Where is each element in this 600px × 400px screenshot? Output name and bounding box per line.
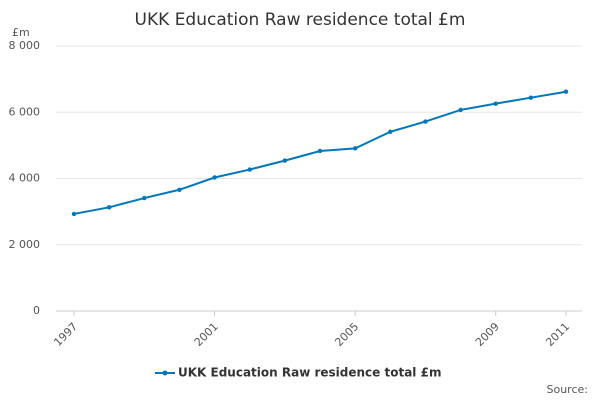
point: [177, 187, 182, 192]
y-tick-label: 2 000: [9, 238, 41, 251]
y-tick-label: 4 000: [9, 172, 41, 185]
point: [71, 211, 77, 217]
point: [352, 146, 358, 151]
x-tick-label: 1997: [51, 320, 80, 349]
x-tick-label: 2001: [192, 320, 221, 349]
x-tick-label: 2011: [543, 320, 572, 349]
y-tick-label: 6 000: [9, 105, 41, 118]
legend-label: UKK Education Raw residence total £m: [178, 366, 441, 380]
y-tick-label: 0: [33, 304, 40, 317]
point: [528, 95, 534, 100]
point: [423, 119, 428, 124]
point: [388, 129, 393, 134]
point: [282, 158, 288, 163]
point: [247, 167, 252, 172]
point: [212, 175, 217, 180]
point: [106, 205, 112, 210]
source: Source:: [547, 383, 589, 396]
point: [458, 107, 463, 113]
x-tick-label: 2009: [473, 320, 502, 349]
y-unit: £m: [12, 26, 30, 39]
chart-title: UKK Education Raw residence total £m: [135, 10, 466, 30]
point: [142, 195, 147, 201]
point: [317, 148, 323, 154]
y-tick-label: 8 000: [9, 39, 41, 52]
point: [563, 89, 569, 94]
point: [493, 101, 498, 106]
legend-swatch-dot: [162, 370, 168, 376]
x-tick-label: 2005: [332, 320, 361, 349]
